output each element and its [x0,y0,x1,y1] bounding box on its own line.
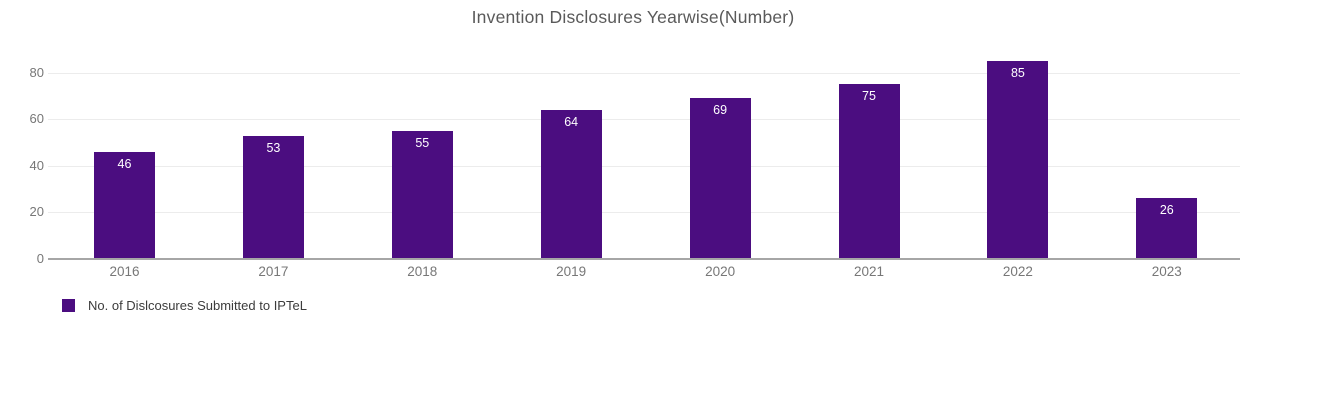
chart-title: Invention Disclosures Yearwise(Number) [471,7,795,27]
gridline [48,211,1240,213]
x-tick-label: 2016 [109,264,140,279]
bar-value-label: 69 [713,103,728,118]
bar[interactable]: 46 [94,151,155,259]
bar-value-label: 46 [117,156,132,171]
legend-swatch-icon [62,299,75,312]
y-tick-label: 0 [36,251,44,266]
legend[interactable]: No. of Dislcosures Submitted to IPTeL [62,298,307,313]
bar-value-label: 64 [564,114,579,129]
x-tick-label: 2017 [258,264,289,279]
x-tick-label: 2020 [705,264,736,279]
bar[interactable]: 75 [838,84,900,259]
y-tick-label: 60 [29,111,44,127]
x-axis-line [48,257,1240,260]
gridline [48,72,1240,74]
x-tick-label: 2021 [853,264,885,279]
bar[interactable]: 85 [987,61,1049,259]
bar-value-label: 26 [1159,203,1174,218]
bar-value-label: 85 [1010,66,1025,81]
bar[interactable]: 69 [689,98,751,259]
legend-label: No. of Dislcosures Submitted to IPTeL [88,298,307,313]
bar[interactable]: 55 [391,130,453,259]
gridline [48,118,1240,120]
bar-value-label: 75 [862,89,876,104]
x-tick-label: 2022 [1002,264,1033,279]
bar-value-label: 53 [266,140,281,155]
gridline [48,165,1240,167]
x-tick-label: 2018 [407,264,438,279]
bar-value-label: 55 [415,135,430,150]
y-tick-label: 80 [29,64,44,80]
y-tick-label: 40 [29,157,44,173]
bar[interactable]: 64 [540,109,602,259]
y-tick-label: 20 [29,204,44,220]
x-tick-label: 2019 [556,264,587,279]
x-tick-label: 2023 [1151,264,1182,279]
bar[interactable]: 26 [1136,198,1198,259]
bar[interactable]: 53 [242,135,304,259]
